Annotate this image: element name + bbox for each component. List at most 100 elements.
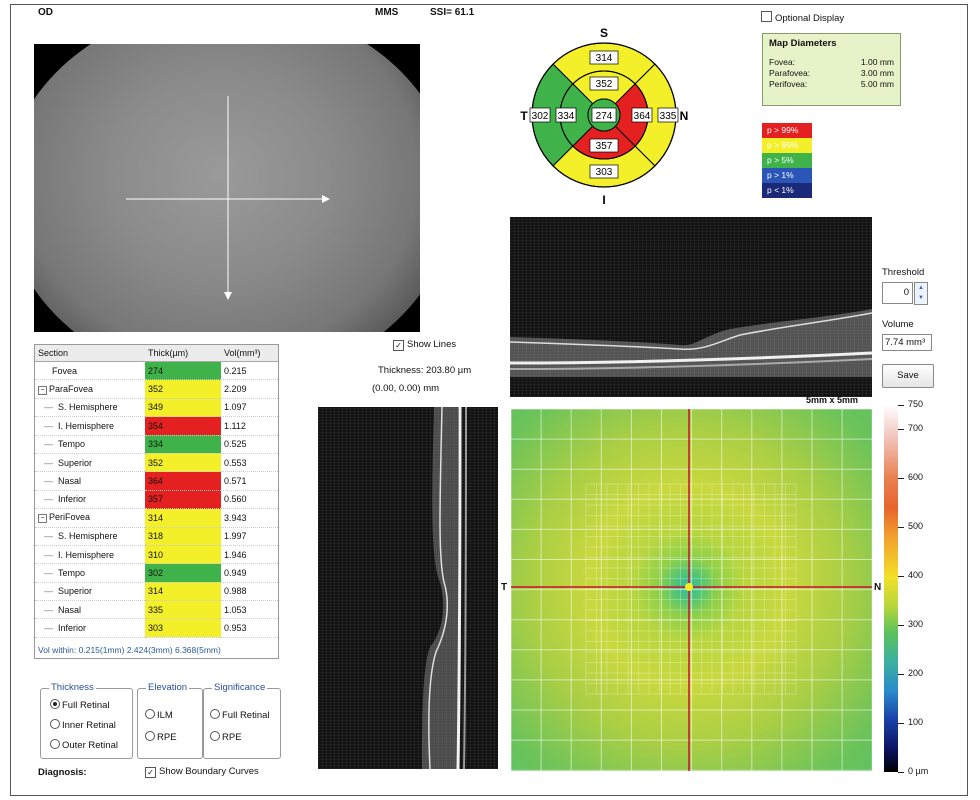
- table-row[interactable]: − ParaFovea 352 2.209: [35, 379, 278, 399]
- section-label: Fovea: [52, 365, 78, 376]
- table-row[interactable]: — S. Hemisphere 318 1.997: [35, 527, 278, 546]
- vol-cell: 1.946: [221, 545, 278, 565]
- expander-icon[interactable]: −: [38, 514, 47, 524]
- table-row[interactable]: — I. Hemisphere 354 1.112: [35, 416, 278, 436]
- section-cell: — Inferior: [35, 618, 145, 638]
- legend-item: p > 95%: [762, 138, 812, 153]
- radio-label: Full Retinal: [222, 710, 270, 721]
- radio-label: RPE: [222, 732, 242, 743]
- section-cell: — I. Hemisphere: [35, 416, 145, 436]
- vertical-bscan[interactable]: [318, 407, 498, 769]
- table-row[interactable]: — I. Hemisphere 310 1.946: [35, 545, 278, 565]
- radio-inner-retinal[interactable]: Inner Retinal: [50, 719, 116, 731]
- section-cell: — Nasal: [35, 600, 145, 620]
- threshold-spinner[interactable]: ▲ ▼: [914, 282, 928, 305]
- table-row[interactable]: − PeriFovea 314 3.943: [35, 508, 278, 528]
- horizontal-bscan[interactable]: [510, 217, 872, 397]
- inner-temporal-value: 334: [558, 111, 575, 122]
- section-label: S. Hemisphere: [58, 402, 118, 413]
- col-vol[interactable]: Vol(mm³): [221, 345, 278, 362]
- col-section[interactable]: Section: [35, 345, 145, 362]
- vol-cell: 0.215: [221, 361, 278, 381]
- checkbox-box[interactable]: [761, 11, 772, 22]
- table-row[interactable]: — Nasal 335 1.053: [35, 600, 278, 620]
- vol-cell: 0.571: [221, 471, 278, 491]
- sector-wheel: 314 352 302 334 274 364 335 357 303 S T …: [520, 26, 689, 207]
- vol-cell: 1.097: [221, 398, 278, 418]
- thick-cell: 364: [145, 471, 221, 491]
- map-diameter-row: Parafovea: 3.00 mm: [769, 68, 894, 79]
- fundus-disc: [34, 44, 420, 332]
- radio-outer-retinal[interactable]: Outer Retinal: [50, 739, 118, 751]
- section-label: ParaFovea: [49, 383, 94, 394]
- radio-elevation-rpe[interactable]: RPE: [145, 731, 177, 743]
- show-boundary-checkbox[interactable]: ✓ Show Boundary Curves: [145, 766, 259, 778]
- map-diameter-name: Parafovea:: [769, 68, 811, 78]
- table-row[interactable]: — Superior 314 0.988: [35, 582, 278, 602]
- table-row[interactable]: — S. Hemisphere 349 1.097: [35, 398, 278, 418]
- table-row[interactable]: — Tempo 334 0.525: [35, 435, 278, 454]
- section-cell: − ParaFovea: [35, 379, 145, 399]
- coords-readout: (0.00, 0.00) mm: [372, 383, 440, 394]
- radio-label: Outer Retinal: [62, 740, 118, 751]
- inner-superior-value: 352: [596, 79, 613, 90]
- volume-field: 7.74 mm³: [882, 334, 932, 351]
- show-lines-label: Show Lines: [407, 339, 457, 350]
- section-cell: — Tempo: [35, 563, 145, 583]
- map-diameter-name: Fovea:: [769, 57, 795, 67]
- dir-nasal-label: N: [680, 109, 689, 123]
- radio-significance-full-retinal[interactable]: Full Retinal: [210, 709, 270, 721]
- table-row[interactable]: — Tempo 302 0.949: [35, 563, 278, 583]
- vol-cell: 1.997: [221, 527, 278, 546]
- map-diameter-row: Fovea: 1.00 mm: [769, 57, 894, 68]
- checkbox-box[interactable]: ✓: [393, 340, 404, 351]
- colorbar-tick: [898, 772, 904, 773]
- thick-cell: 303: [145, 618, 221, 638]
- vol-cell: 3.943: [221, 508, 278, 528]
- vol-cell: 0.553: [221, 453, 278, 473]
- dir-inferior-label: I: [602, 193, 605, 207]
- colorbar-tick-label: 400: [908, 570, 924, 581]
- vol-cell: 1.112: [221, 416, 278, 436]
- report-frame: [10, 4, 968, 796]
- radio-full-retinal[interactable]: Full Retinal: [50, 699, 110, 711]
- show-boundary-label: Show Boundary Curves: [159, 766, 259, 777]
- fundus-image[interactable]: [34, 44, 420, 332]
- col-thick[interactable]: Thick(µm): [145, 345, 221, 362]
- colorbar-tick-label: 500: [908, 521, 924, 532]
- table-row[interactable]: — Nasal 364 0.571: [35, 471, 278, 491]
- mode-label: MMS: [375, 7, 399, 18]
- thick-cell: 314: [145, 582, 221, 602]
- table-row[interactable]: Fovea 274 0.215: [35, 361, 278, 381]
- legend-item: p < 1%: [762, 183, 812, 198]
- inner-nasal-value: 364: [634, 111, 651, 122]
- thick-cell: 314: [145, 508, 221, 528]
- outer-temporal-value: 302: [532, 111, 549, 122]
- scan-lines: [126, 96, 330, 300]
- map-diameter-row: Perifovea: 5.00 mm: [769, 79, 894, 90]
- section-label: Nasal: [58, 476, 82, 487]
- thick-cell: 357: [145, 490, 221, 510]
- radio-elevation-ilm[interactable]: ILM: [145, 709, 173, 721]
- colorbar-tick-label: 700: [908, 423, 924, 434]
- map-n-label: N: [874, 582, 882, 593]
- section-label: I. Hemisphere: [58, 549, 115, 560]
- thickness-map[interactable]: [511, 409, 872, 771]
- section-cell: — Tempo: [35, 435, 145, 454]
- vol-cell: 0.953: [221, 618, 278, 638]
- expander-icon[interactable]: −: [38, 385, 47, 395]
- show-lines-checkbox[interactable]: ✓ Show Lines: [393, 339, 456, 351]
- section-cell: − PeriFovea: [35, 508, 145, 528]
- checkbox-box[interactable]: ✓: [145, 767, 156, 778]
- table-row[interactable]: — Inferior 357 0.560: [35, 490, 278, 510]
- outer-superior-value: 314: [596, 53, 613, 64]
- table-row[interactable]: — Inferior 303 0.953: [35, 618, 278, 638]
- table-row[interactable]: — Superior 352 0.553: [35, 453, 278, 473]
- map-grid: [511, 409, 872, 771]
- radio-significance-rpe[interactable]: RPE: [210, 731, 242, 743]
- elevation-group: Elevation: [137, 682, 203, 759]
- optional-display-checkbox[interactable]: Optional Display: [761, 11, 844, 24]
- thick-cell: 349: [145, 398, 221, 418]
- save-button[interactable]: Save: [882, 364, 934, 388]
- threshold-input[interactable]: 0: [882, 282, 913, 304]
